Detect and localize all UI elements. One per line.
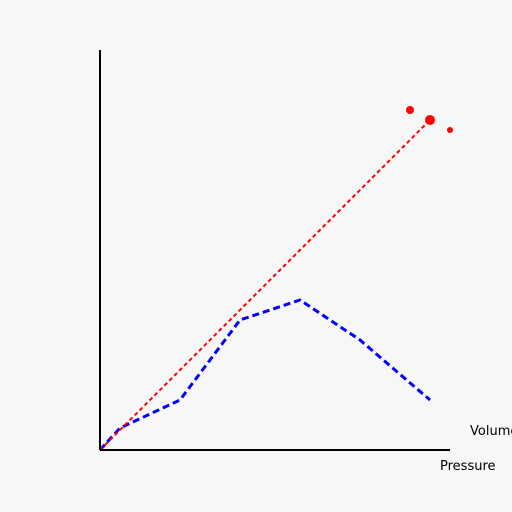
x-axis-label: Pressure: [440, 459, 496, 474]
y-axis-label: Volume: [470, 424, 512, 439]
series-line-2: [99, 119, 431, 451]
series-layer: [98, 119, 431, 452]
data-point-2: [425, 115, 435, 125]
data-point-1: [406, 106, 414, 114]
data-point-3: [447, 127, 453, 133]
points-layer: [406, 106, 453, 133]
series-line-1: [98, 298, 431, 452]
